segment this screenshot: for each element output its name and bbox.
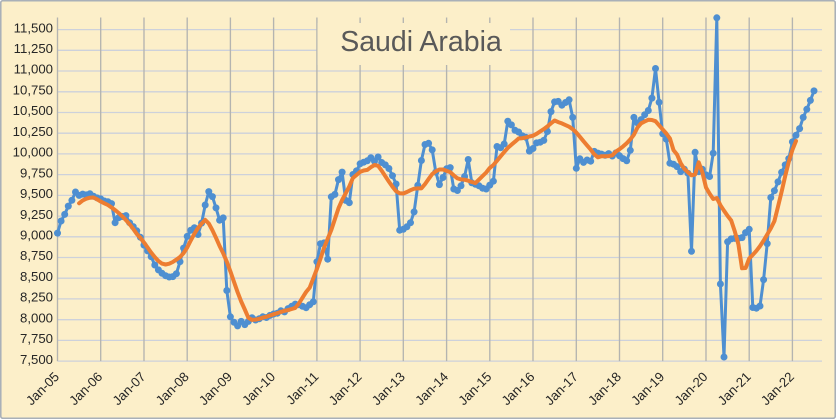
svg-text:9,500: 9,500	[20, 186, 53, 201]
svg-text:11,000: 11,000	[14, 62, 53, 77]
svg-text:10,250: 10,250	[13, 124, 53, 139]
svg-text:Saudi Arabia: Saudi Arabia	[340, 26, 502, 58]
svg-text:11,500: 11,500	[14, 20, 53, 35]
svg-text:11,250: 11,250	[14, 41, 53, 56]
svg-text:8,250: 8,250	[20, 290, 53, 305]
svg-text:9,000: 9,000	[20, 228, 53, 243]
svg-text:10,500: 10,500	[13, 103, 53, 118]
svg-text:10,000: 10,000	[13, 145, 53, 160]
svg-text:7,750: 7,750	[20, 331, 53, 346]
svg-text:9,250: 9,250	[20, 207, 53, 222]
svg-text:7,500: 7,500	[20, 352, 53, 367]
svg-text:8,000: 8,000	[20, 310, 53, 325]
svg-text:10,750: 10,750	[13, 83, 53, 98]
svg-text:9,750: 9,750	[20, 165, 53, 180]
svg-text:8,750: 8,750	[20, 248, 53, 263]
svg-text:8,500: 8,500	[20, 269, 53, 284]
